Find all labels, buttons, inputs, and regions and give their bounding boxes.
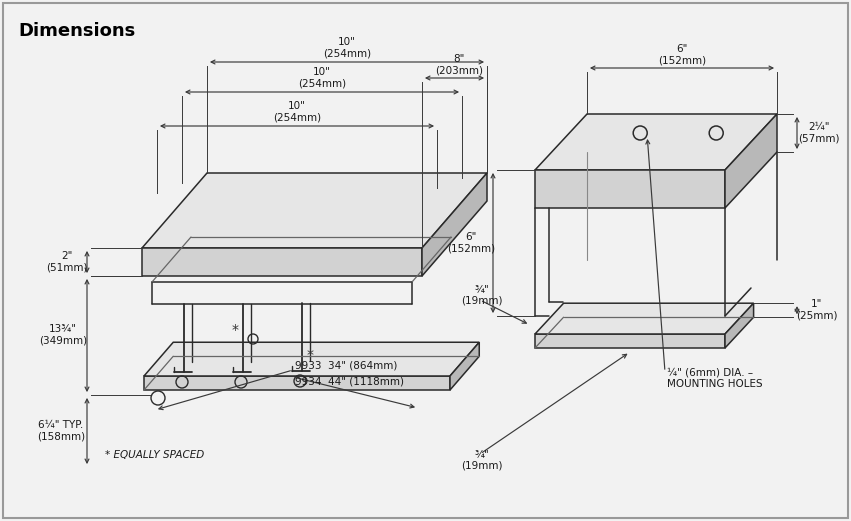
Text: *: * <box>231 323 238 337</box>
Text: 6¼" TYP.
(158mm): 6¼" TYP. (158mm) <box>37 420 85 442</box>
Polygon shape <box>144 342 479 376</box>
Text: 10"
(254mm): 10" (254mm) <box>298 67 346 89</box>
Polygon shape <box>725 303 754 348</box>
Text: 2¼"
(57mm): 2¼" (57mm) <box>798 122 840 144</box>
Polygon shape <box>422 173 487 276</box>
Text: 10"
(254mm): 10" (254mm) <box>273 101 321 123</box>
Polygon shape <box>144 376 450 390</box>
Text: Dimensions: Dimensions <box>18 22 135 40</box>
Text: ¾"
(19mm): ¾" (19mm) <box>461 284 503 306</box>
Text: 10"
(254mm): 10" (254mm) <box>323 37 371 59</box>
Polygon shape <box>535 114 777 170</box>
Text: 9933  34" (864mm): 9933 34" (864mm) <box>295 360 397 370</box>
Text: * EQUALLY SPACED: * EQUALLY SPACED <box>105 450 204 460</box>
Polygon shape <box>450 342 479 390</box>
Polygon shape <box>725 114 777 208</box>
Text: 9934  44" (1118mm): 9934 44" (1118mm) <box>295 377 404 387</box>
Polygon shape <box>535 334 725 348</box>
Text: 13¾"
(349mm): 13¾" (349mm) <box>39 324 87 346</box>
Text: ¼" (6mm) DIA. –
MOUNTING HOLES: ¼" (6mm) DIA. – MOUNTING HOLES <box>667 367 762 389</box>
Text: 1"
(25mm): 1" (25mm) <box>797 299 837 321</box>
Polygon shape <box>142 173 487 248</box>
Polygon shape <box>535 170 725 208</box>
Text: *: * <box>306 348 313 362</box>
Polygon shape <box>535 303 754 334</box>
Text: 6"
(152mm): 6" (152mm) <box>447 232 495 254</box>
Text: 6"
(152mm): 6" (152mm) <box>658 44 706 66</box>
Text: ¾"
(19mm): ¾" (19mm) <box>461 449 503 471</box>
Text: 2"
(51mm): 2" (51mm) <box>46 251 88 273</box>
Text: 8"
(203mm): 8" (203mm) <box>435 54 483 76</box>
Polygon shape <box>142 248 422 276</box>
